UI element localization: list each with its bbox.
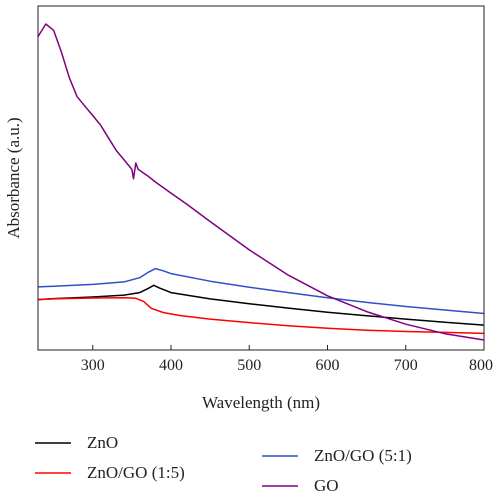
legend: ZnO ZnO/GO (1:5) ZnO/GO (5:1) GO [35, 433, 412, 495]
x-tick-label: 500 [237, 357, 261, 374]
x-tick-label: 700 [394, 357, 418, 374]
legend-label-0: ZnO [87, 433, 118, 452]
x-axis-label: Wavelength (nm) [202, 393, 320, 412]
x-tick-label: 400 [159, 357, 183, 374]
legend-label-2: ZnO/GO (5:1) [314, 446, 412, 465]
legend-label-1: ZnO/GO (1:5) [87, 463, 185, 482]
x-tick-label: 800 [469, 357, 493, 374]
series-line-2 [37, 267, 485, 315]
y-axis-label: Absorbance (a.u.) [4, 117, 23, 238]
plot-frame [37, 5, 485, 351]
series-line-1 [37, 296, 485, 335]
legend-label-3: GO [314, 476, 339, 495]
series-line-0 [37, 284, 485, 326]
series-line-3 [37, 23, 485, 341]
x-tick-label: 600 [316, 357, 340, 374]
x-axis: 300 400 500 600 700 800 [81, 345, 493, 374]
x-tick-label: 300 [81, 357, 105, 374]
plot-area [37, 23, 485, 341]
